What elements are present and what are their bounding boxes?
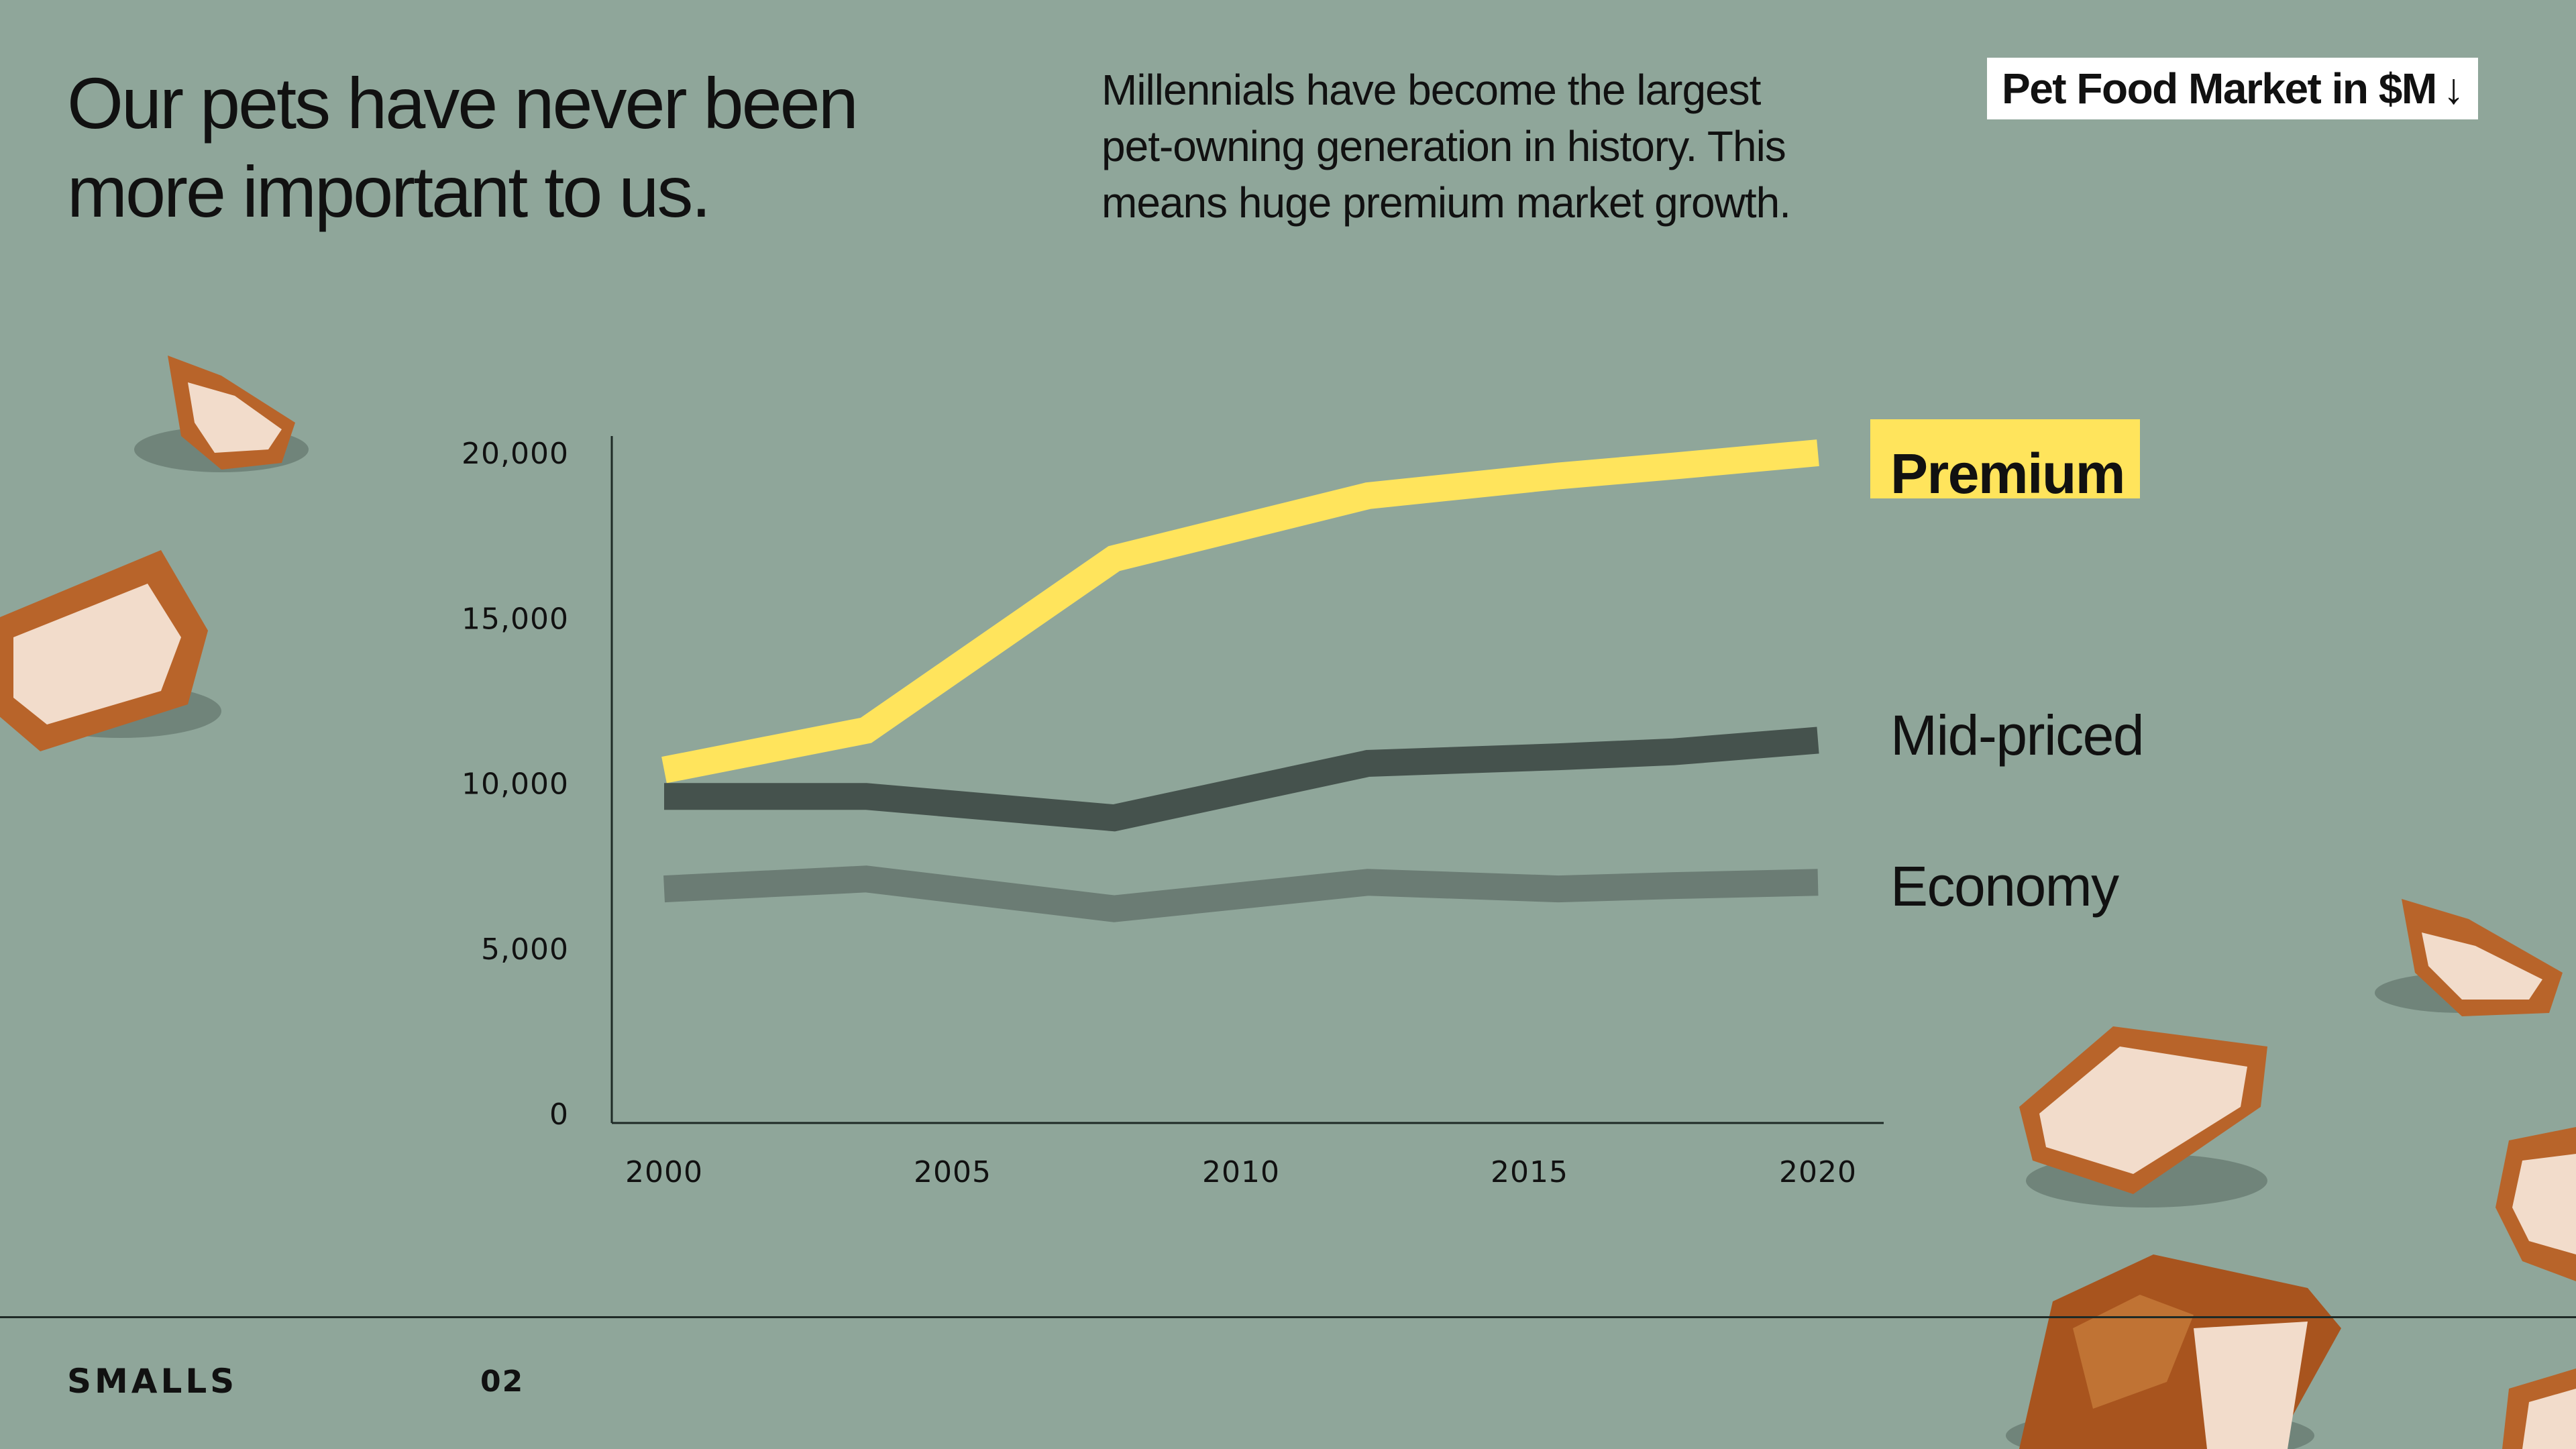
y-tick-label: 15,000 — [462, 602, 569, 636]
chicken-piece-image — [2375, 899, 2563, 1016]
legend-label-premium: Premium — [1890, 442, 2125, 505]
y-tick-label: 10,000 — [462, 767, 569, 802]
x-tick-label: 2010 — [1202, 1155, 1280, 1189]
series-line-economy — [663, 865, 1819, 922]
chart-title: Pet Food Market in $M — [2002, 64, 2437, 113]
subtext-line-1: Millennials have become the largest — [1102, 66, 1761, 114]
chicken-piece-image — [2006, 1254, 2341, 1449]
y-tick-label: 5,000 — [481, 932, 569, 967]
y-tick-label: 0 — [549, 1097, 569, 1132]
headline-line-1: Our pets have never been — [67, 62, 859, 144]
premium-label-highlight — [1870, 419, 2140, 498]
brand-logo: SMALLS — [67, 1362, 238, 1401]
chicken-piece-image — [2019, 1026, 2267, 1208]
chicken-piece-image — [2496, 1127, 2576, 1281]
footer-divider — [0, 1316, 2576, 1318]
x-tick-label: 2005 — [914, 1155, 991, 1189]
x-tick-label: 2020 — [1779, 1155, 1857, 1189]
legend-label-mid-priced: Mid-priced — [1890, 704, 2143, 767]
chicken-piece-image — [0, 550, 221, 751]
x-tick-label: 2000 — [625, 1155, 703, 1189]
page-title: Our pets have never been more important … — [67, 59, 1006, 236]
subtitle: Millennials have become the largest pet-… — [1102, 62, 1907, 231]
chart-title-badge: Pet Food Market in $M ↓ — [1987, 58, 2479, 119]
series-line-mid-priced — [664, 727, 1819, 832]
headline-line-2: more important to us. — [67, 151, 711, 232]
chicken-piece-image — [2502, 1368, 2576, 1449]
page-number: 02 — [480, 1364, 525, 1399]
chicken-piece-image — [134, 356, 309, 472]
legend-label-economy: Economy — [1890, 855, 2119, 918]
subtext-line-3: means huge premium market growth. — [1102, 178, 1791, 227]
y-tick-label: 20,000 — [462, 437, 569, 471]
subtext-line-2: pet-owning generation in history. This — [1102, 122, 1786, 170]
series-line-premium — [661, 439, 1819, 784]
x-tick-label: 2015 — [1491, 1155, 1568, 1189]
arrow-down-icon: ↓ — [2443, 64, 2465, 113]
